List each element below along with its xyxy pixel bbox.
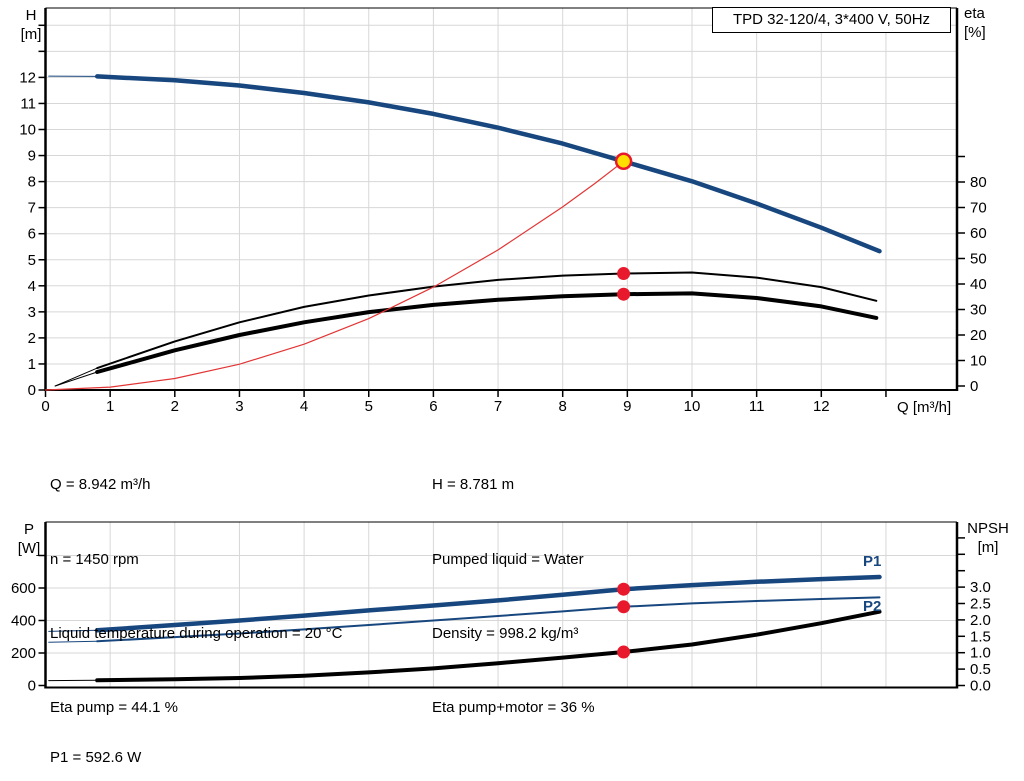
svg-text:1: 1 xyxy=(28,356,36,373)
h-axis-label: H xyxy=(25,7,37,24)
eta-pump-motor-point xyxy=(617,287,631,301)
info-eta-pump: Eta pump = 44.1 % xyxy=(50,698,178,716)
info-speed: n = 1450 rpm xyxy=(50,550,139,568)
info-eta-pump-motor: Eta pump+motor = 36 % xyxy=(432,698,595,716)
p-axis-label: P xyxy=(23,521,34,538)
svg-text:1: 1 xyxy=(106,398,114,415)
p1-curve-label: P1 xyxy=(863,553,882,570)
eta-axis-label: eta xyxy=(964,5,985,22)
svg-text:11: 11 xyxy=(20,95,36,112)
eta-pump-curve xyxy=(54,271,878,387)
info-p1: P1 = 592.6 W xyxy=(50,749,142,767)
head-curve xyxy=(48,74,882,254)
p1-point xyxy=(617,582,631,596)
pump-type-title: TPD 32-120/4, 3*400 V, 50Hz xyxy=(712,7,951,33)
power-npsh-chart-left-ticks: 0 200 400 600 xyxy=(11,554,46,695)
svg-text:0: 0 xyxy=(28,678,36,695)
svg-text:9: 9 xyxy=(623,398,631,415)
svg-text:80: 80 xyxy=(970,174,987,191)
npsh-point xyxy=(617,645,631,659)
power-info: P1 = 592.6 W P2 = 484.3 W NPSH = 1.02 m xyxy=(50,697,155,781)
svg-text:8: 8 xyxy=(559,398,567,415)
svg-text:10: 10 xyxy=(684,398,701,415)
svg-text:0.5: 0.5 xyxy=(970,661,991,678)
svg-text:70: 70 xyxy=(970,200,987,217)
svg-text:5: 5 xyxy=(365,398,373,415)
head-efficiency-chart-axes xyxy=(44,7,959,391)
svg-text:8: 8 xyxy=(28,174,36,191)
svg-text:10: 10 xyxy=(19,122,36,139)
svg-text:12: 12 xyxy=(813,398,830,415)
svg-text:7: 7 xyxy=(494,398,502,415)
svg-text:4: 4 xyxy=(300,398,308,415)
svg-text:600: 600 xyxy=(11,580,36,597)
eta-pump-point xyxy=(617,267,631,281)
info-density: Density = 998.2 kg/m³ xyxy=(432,624,579,642)
svg-text:7: 7 xyxy=(28,200,36,217)
npsh-axis-unit: [m] xyxy=(977,539,999,556)
duty-info-left: Q = 8.942 m³/h n = 1450 rpm Liquid tempe… xyxy=(50,424,342,770)
svg-text:2: 2 xyxy=(171,398,179,415)
svg-text:0: 0 xyxy=(970,378,978,395)
svg-text:1.5: 1.5 xyxy=(970,628,991,645)
svg-text:2.5: 2.5 xyxy=(970,596,991,613)
svg-text:9: 9 xyxy=(28,148,36,165)
svg-text:60: 60 xyxy=(970,225,987,242)
npsh-axis-title: NPSH [m] xyxy=(958,519,1018,557)
q-axis-title: Q [m³/h] xyxy=(897,399,952,416)
svg-text:4: 4 xyxy=(28,278,36,295)
p1-curve xyxy=(48,574,882,633)
svg-text:200: 200 xyxy=(11,645,36,662)
p2-curve xyxy=(48,596,881,643)
p-axis-title: P [W] xyxy=(10,520,48,558)
p2-point xyxy=(617,600,631,614)
svg-text:5: 5 xyxy=(28,252,36,269)
head-efficiency-chart-right-ticks: 0 10 20 30 40 50 60 70 80 xyxy=(957,155,987,395)
eta-pump-motor-curve xyxy=(54,291,879,387)
svg-text:12: 12 xyxy=(19,69,36,86)
info-h: H = 8.781 m xyxy=(432,476,515,494)
svg-text:1.0: 1.0 xyxy=(970,645,991,662)
svg-text:3: 3 xyxy=(235,398,243,415)
svg-text:0: 0 xyxy=(41,398,49,415)
power-npsh-chart-axes xyxy=(44,521,959,689)
svg-text:20: 20 xyxy=(970,327,987,344)
svg-text:0: 0 xyxy=(28,382,36,399)
info-q: Q = 8.942 m³/h xyxy=(50,476,151,494)
p2-curve-label: P2 xyxy=(863,598,882,615)
svg-text:30: 30 xyxy=(970,302,987,319)
h-axis-unit: [m] xyxy=(20,26,42,43)
info-liquid-temp: Liquid temperature during operation = 20… xyxy=(50,624,343,642)
svg-text:3.0: 3.0 xyxy=(970,579,991,596)
p-axis-unit: [W] xyxy=(17,540,41,557)
svg-text:2.0: 2.0 xyxy=(970,612,991,629)
system-curve xyxy=(44,160,625,391)
svg-text:400: 400 xyxy=(11,613,36,630)
power-npsh-chart-right-ticks: 0.00.51.01.52.02.53.0 xyxy=(957,537,991,695)
svg-text:40: 40 xyxy=(970,276,987,293)
svg-text:0.0: 0.0 xyxy=(970,678,991,695)
npsh-curve xyxy=(48,609,882,683)
duty-point xyxy=(614,152,633,171)
svg-text:3: 3 xyxy=(28,304,36,321)
svg-text:2: 2 xyxy=(28,330,36,347)
svg-text:10: 10 xyxy=(970,353,987,370)
head-efficiency-chart-gridlines xyxy=(45,8,957,390)
svg-text:11: 11 xyxy=(749,398,765,415)
eta-axis-title: eta [%] xyxy=(964,4,1014,42)
head-efficiency-chart-x-ticks: 0 1 2 3 4 5 6 7 8 9 10 11 12 xyxy=(41,390,887,415)
info-pumped-liquid: Pumped liquid = Water xyxy=(432,550,584,568)
svg-text:6: 6 xyxy=(429,398,437,415)
svg-text:50: 50 xyxy=(970,251,987,268)
eta-axis-unit: [%] xyxy=(964,24,986,41)
duty-info-right: H = 8.781 m Pumped liquid = Water Densit… xyxy=(432,424,595,770)
h-axis-title: H [m] xyxy=(12,6,50,44)
npsh-axis-label: NPSH xyxy=(967,520,1009,537)
svg-text:6: 6 xyxy=(28,226,36,243)
